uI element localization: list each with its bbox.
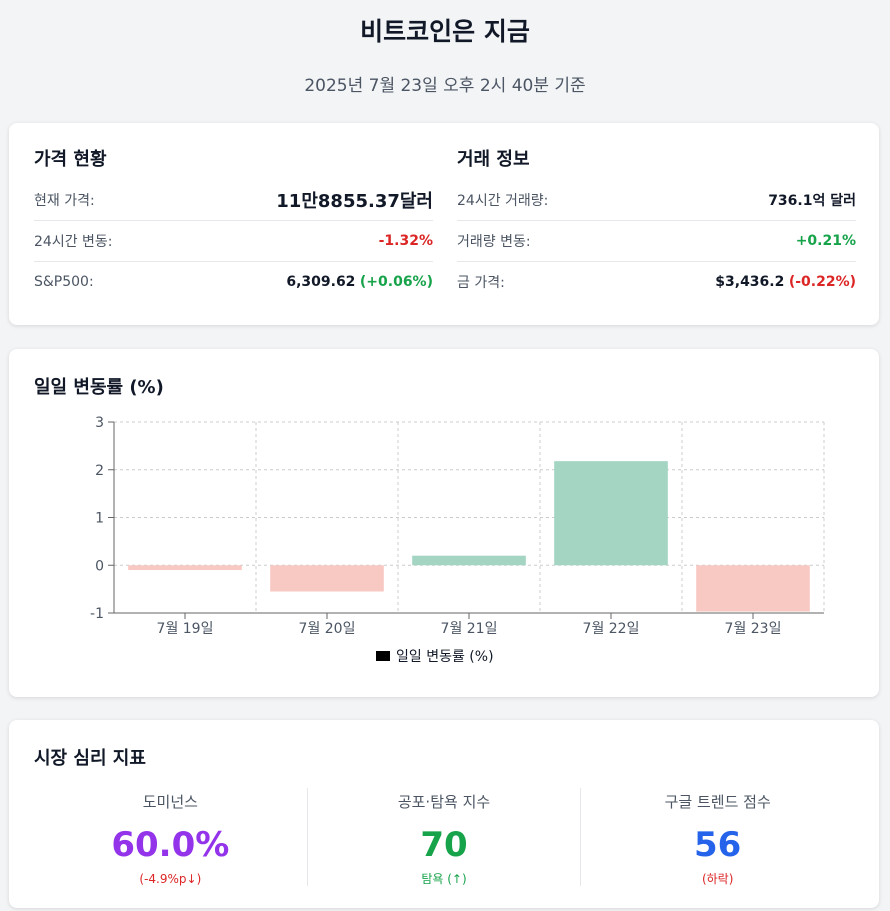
sp500-value: 6,309.62	[286, 274, 356, 290]
volume-24h-row: 24시간 거래량: 736.1억 달러	[457, 180, 856, 221]
x-tick-label: 7월 23일	[725, 621, 782, 637]
volume-change-row: 거래량 변동: +0.21%	[457, 221, 856, 262]
page-header: 비트코인은 지금 2025년 7월 23일 오후 2시 40분 기준	[0, 0, 890, 98]
legend-label: 일일 변동률 (%)	[396, 649, 494, 665]
volume-24h-label: 24시간 거래량:	[457, 193, 549, 209]
x-tick-label: 7월 21일	[441, 621, 498, 637]
sentiment-title: 시장 심리 지표	[34, 748, 146, 769]
fear-greed-metric: 공포·탐욕 지수 70 탐욕 (↑)	[306, 788, 581, 886]
y-tick-label: 0	[95, 558, 104, 574]
dominance-label: 도미넌스	[142, 793, 198, 811]
sp500-value-group: 6,309.62 (+0.06%)	[286, 274, 433, 290]
google-trends-value: 56	[694, 825, 742, 865]
chart-bar	[554, 461, 668, 566]
price-status-section: 가격 현황 현재 가격: 11만8855.37달러 24시간 변동: -1.32…	[34, 147, 433, 302]
change-24h-row: 24시간 변동: -1.32%	[34, 221, 433, 262]
volume-change-label: 거래량 변동:	[457, 234, 531, 250]
current-price-value: 11만8855.37달러	[276, 191, 433, 212]
x-tick-label: 7월 19일	[157, 621, 214, 637]
chart-bar	[128, 565, 242, 571]
trade-info-section: 거래 정보 24시간 거래량: 736.1억 달러 거래량 변동: +0.21%…	[457, 147, 856, 302]
gold-price-row: 금 가격: $3,436.2 (-0.22%)	[457, 262, 856, 302]
price-status-title: 가격 현황	[34, 149, 107, 170]
fear-greed-value: 70	[420, 825, 468, 865]
page-title: 비트코인은 지금	[360, 17, 530, 46]
x-tick-label: 7월 20일	[299, 621, 356, 637]
chart-title: 일일 변동률 (%)	[34, 377, 164, 398]
google-trends-status: (하락)	[701, 872, 734, 886]
daily-change-chart-card: -1 0 1 2 3 7월 19일 7월 20일 7월 21일 7월 22일 7월 23일 일일 변…	[9, 349, 879, 697]
sentiment-metrics: 도미넌스 60.0% (-4.9%p↓) 공포·탐욕 지수 70 탐욕 (↑) …	[34, 788, 854, 886]
chart-bar	[412, 555, 526, 566]
fear-greed-label: 공포·탐욕 지수	[397, 793, 491, 811]
market-info-card: 가격 현황 현재 가격: 11만8855.37달러 24시간 변동: -1.32…	[9, 123, 879, 325]
current-price-row: 현재 가격: 11만8855.37달러	[34, 180, 433, 221]
chart-bar	[696, 565, 810, 612]
change-24h-label: 24시간 변동:	[34, 234, 113, 250]
gold-price-value: $3,436.2	[715, 274, 785, 290]
y-tick-label: 1	[95, 511, 104, 527]
dominance-change: (-4.9%p↓)	[139, 872, 202, 886]
sp500-row: S&P500: 6,309.62 (+0.06%)	[34, 262, 433, 302]
y-tick-label: 3	[95, 415, 104, 431]
market-sentiment-card: 시장 심리 지표 도미넌스 60.0% (-4.9%p↓) 공포·탐욕 지수 7…	[9, 720, 879, 908]
trade-info-title: 거래 정보	[457, 149, 530, 170]
dominance-metric: 도미넌스 60.0% (-4.9%p↓)	[34, 788, 307, 886]
page-subtitle: 2025년 7월 23일 오후 2시 40분 기준	[304, 76, 586, 96]
legend-swatch	[376, 651, 390, 661]
volume-24h-value: 736.1억 달러	[768, 193, 856, 209]
google-trends-label: 구글 트렌드 점수	[664, 793, 771, 811]
chart-bar	[270, 565, 384, 592]
x-tick-label: 7월 22일	[583, 621, 640, 637]
sp500-change: (+0.06%)	[359, 274, 433, 290]
google-trends-metric: 구글 트렌드 점수 56 (하락)	[580, 788, 854, 886]
gold-price-label: 금 가격:	[457, 275, 505, 291]
fear-greed-status: 탐욕 (↑)	[421, 872, 467, 886]
y-tick-label: 2	[95, 463, 104, 479]
gold-price-change: (-0.22%)	[788, 274, 856, 290]
y-tick-label: -1	[90, 606, 104, 622]
sp500-label: S&P500:	[34, 274, 94, 290]
current-price-label: 현재 가격:	[34, 193, 95, 209]
gold-price-value-group: $3,436.2 (-0.22%)	[715, 274, 856, 290]
volume-change-value: +0.21%	[795, 233, 856, 249]
change-24h-value: -1.32%	[378, 233, 433, 249]
dominance-value: 60.0%	[111, 825, 230, 865]
